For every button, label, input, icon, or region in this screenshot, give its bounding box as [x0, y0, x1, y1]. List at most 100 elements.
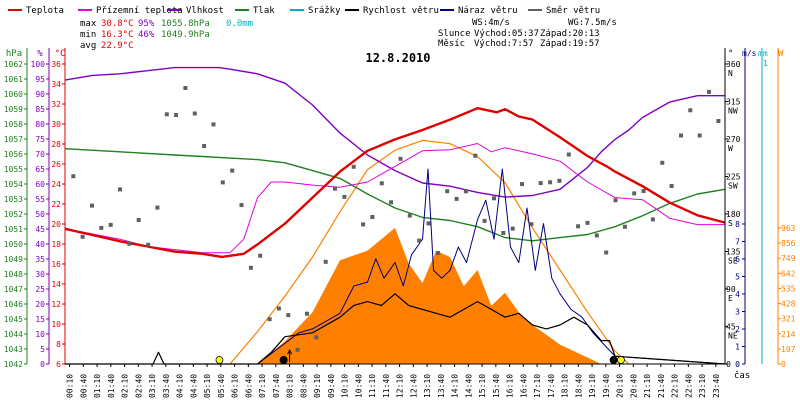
pressure-axis-unit: hPa [6, 49, 22, 59]
humidity-tick-label: 70 [35, 150, 45, 159]
wind-direction-point [426, 221, 431, 226]
humidity-tick-label: 30 [35, 270, 45, 279]
wind-direction-point [445, 189, 450, 194]
direction-tick-label: 315 [726, 98, 741, 107]
wind-direction-point [688, 108, 693, 113]
radiation-axis-unit: W [778, 49, 784, 59]
wind-direction-point [239, 203, 244, 208]
humidity-tick-label: 65 [35, 165, 45, 174]
wind-direction-point [361, 222, 366, 227]
humidity-tick-label: 10 [35, 330, 45, 339]
wind-direction-point [90, 203, 94, 208]
time-tick-label: 10:10 [341, 374, 350, 398]
info-sunset: Západ:20:13 [540, 29, 600, 39]
temperature-tick-label: 32 [51, 100, 61, 109]
time-tick-label: 05:10 [203, 374, 212, 398]
temperature-tick-label: 8 [56, 340, 61, 349]
time-tick-label: 18:40 [574, 374, 583, 398]
time-tick-label: 14:40 [464, 374, 473, 398]
direction-tick-compass: N [728, 69, 733, 78]
time-tick-label: 22:10 [671, 374, 680, 398]
pressure-tick-label: 1061 [4, 75, 23, 84]
stats-temp-min: 16.3°C [101, 30, 134, 40]
wind-direction-point [286, 313, 291, 318]
wind-direction-point [454, 196, 459, 201]
temperature-tick-label: 14 [51, 280, 61, 289]
time-tick-label: 22:40 [684, 374, 693, 398]
wind-direction-point [510, 226, 515, 231]
time-tick-label: 19:10 [588, 374, 597, 398]
temperature-tick-label: 22 [51, 200, 61, 209]
time-tick-label: 15:10 [478, 374, 487, 398]
sunrise-marker [215, 356, 224, 364]
info-sun-label: Slunce [438, 29, 471, 39]
humidity-tick-label: 85 [35, 105, 45, 114]
wind-direction-point [202, 144, 207, 148]
direction-tick-label: 360 [726, 60, 741, 69]
time-tick-label: 18:10 [561, 374, 570, 398]
pressure-tick-label: 1055 [4, 165, 23, 174]
humidity-axis-unit: % [37, 49, 43, 59]
radiation-area [257, 227, 602, 364]
pressure-tick-label: 1059 [4, 105, 23, 114]
precip-axis-top: 1 [763, 59, 768, 68]
direction-tick-label: 180 [726, 210, 741, 219]
chart-header: Teplota Přízemní teplota Vlhkost Tlak Srážky… [8, 6, 617, 65]
time-tick-label: 21:10 [643, 374, 652, 398]
direction-tick-compass: E [728, 294, 733, 303]
pressure-tick-label: 1051 [4, 225, 23, 234]
wind-direction-point [417, 238, 422, 243]
direction-tick-compass: NE [728, 332, 738, 341]
wind-direction-point [108, 222, 113, 227]
time-tick-label: 09:10 [313, 374, 322, 398]
legend-label-smer: Směr větru [546, 6, 600, 16]
temperature-tick-label: 30 [51, 120, 61, 129]
wind-direction-point [80, 234, 85, 239]
time-tick-label: 12:10 [396, 374, 405, 398]
time-axis-unit: čas [734, 370, 750, 381]
time-tick-label: 00:10 [66, 374, 75, 398]
wind-direction-point [501, 231, 506, 235]
wind-tick-label: 6 [735, 255, 740, 264]
wind-direction-point [230, 168, 235, 173]
humidity-tick-label: 5 [40, 345, 45, 354]
radiation-tick-label: 856 [781, 239, 796, 248]
time-tick-label: 13:10 [423, 374, 432, 398]
stats-label-min: min [80, 30, 96, 40]
legend-label-tlak: Tlak [253, 6, 275, 16]
radiation-tick-label: 107 [781, 345, 796, 354]
humidity-tick-label: 25 [35, 285, 45, 294]
humidity-tick-label: 0 [40, 360, 45, 369]
info-moonset: Západ:19:57 [540, 39, 600, 49]
wind-direction-point [258, 253, 263, 258]
humidity-tick-label: 100 [31, 60, 46, 69]
time-tick-label: 02:10 [121, 374, 130, 398]
direction-tick-label: 90 [726, 285, 736, 294]
radiation-tick-label: 321 [781, 315, 796, 324]
wind-direction-point [538, 181, 543, 186]
wind-direction-point [211, 122, 216, 127]
wind-direction-point [220, 180, 225, 185]
wind-direction-point [632, 191, 637, 196]
pressure-tick-label: 1048 [4, 270, 23, 279]
info-ws: WS:4m/s [472, 18, 510, 28]
wind-direction-point [305, 311, 309, 316]
wind-direction-point [707, 89, 711, 94]
time-tick-label: 01:40 [107, 374, 116, 398]
time-tick-label: 06:10 [231, 374, 240, 398]
temperature-tick-label: 34 [51, 80, 61, 89]
wind-direction-point [276, 306, 281, 311]
time-tick-label: 04:10 [176, 374, 185, 398]
pressure-tick-label: 1057 [4, 135, 23, 144]
time-tick-label: 17:10 [533, 374, 542, 398]
time-tick-label: 16:10 [506, 374, 515, 398]
wind-direction-point [576, 224, 581, 229]
time-tick-label: 07:10 [258, 374, 267, 398]
temperature-tick-label: 24 [51, 180, 61, 189]
humidity-tick-label: 75 [35, 135, 45, 144]
chart-axes: hPa1062106110601059105810571056105510541… [4, 48, 796, 398]
stats-rain: 0.0mm [226, 19, 253, 29]
pressure-tick-label: 1044 [4, 330, 23, 339]
pressure-tick-label: 1060 [4, 90, 23, 99]
wind-direction-point [473, 153, 478, 158]
